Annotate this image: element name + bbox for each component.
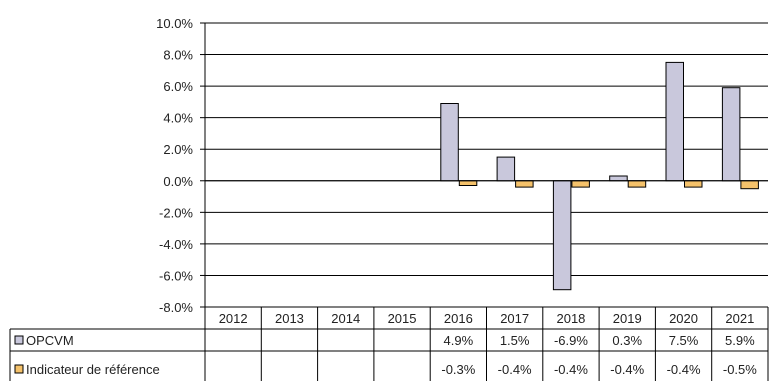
bar [571, 180, 590, 188]
bar [740, 180, 759, 190]
bar [684, 180, 703, 188]
y-tick-label: 4.0% [163, 111, 193, 126]
bar [627, 180, 647, 188]
y-tick-label: 0.0% [163, 174, 193, 189]
legend-label: Indicateur de référence [26, 362, 160, 377]
bar [609, 175, 628, 182]
y-tick-label: -2.0% [159, 205, 193, 220]
x-category-label: 2019 [613, 311, 642, 326]
data-label: 1.5% [500, 333, 530, 348]
bar [721, 87, 741, 182]
x-category-label: 2015 [388, 311, 417, 326]
legend-swatch [14, 335, 24, 345]
y-tick-label: 2.0% [163, 142, 193, 157]
y-tick-label: 6.0% [163, 79, 193, 94]
bar [458, 180, 478, 187]
data-label: 4.9% [444, 333, 474, 348]
legend-label: OPCVM [26, 333, 74, 348]
data-label: -0.4% [667, 362, 701, 377]
x-category-label: 2021 [725, 311, 754, 326]
x-category-label: 2016 [444, 311, 473, 326]
x-category-label: 2012 [219, 311, 248, 326]
x-category-label: 2014 [331, 311, 360, 326]
data-label: -0.5% [723, 362, 757, 377]
y-tick-label: 10.0% [156, 16, 193, 31]
y-tick-label: -6.0% [159, 268, 193, 283]
y-tick-label: -8.0% [159, 300, 193, 315]
bar [665, 61, 684, 182]
x-category-label: 2018 [556, 311, 585, 326]
bar [515, 180, 534, 188]
data-label: 0.3% [612, 333, 642, 348]
data-label: -0.3% [441, 362, 475, 377]
x-category-label: 2017 [500, 311, 529, 326]
bar [496, 156, 516, 182]
data-label: -0.4% [554, 362, 588, 377]
data-label: 5.9% [725, 333, 755, 348]
data-label: -6.9% [554, 333, 588, 348]
data-label: -0.4% [498, 362, 532, 377]
bar [440, 103, 459, 182]
y-tick-label: -4.0% [159, 237, 193, 252]
x-category-label: 2013 [275, 311, 304, 326]
bar [552, 180, 572, 291]
legend-swatch [14, 364, 24, 374]
data-label: -0.4% [610, 362, 644, 377]
x-category-label: 2020 [669, 311, 698, 326]
y-tick-label: 8.0% [163, 48, 193, 63]
data-label: 7.5% [669, 333, 699, 348]
